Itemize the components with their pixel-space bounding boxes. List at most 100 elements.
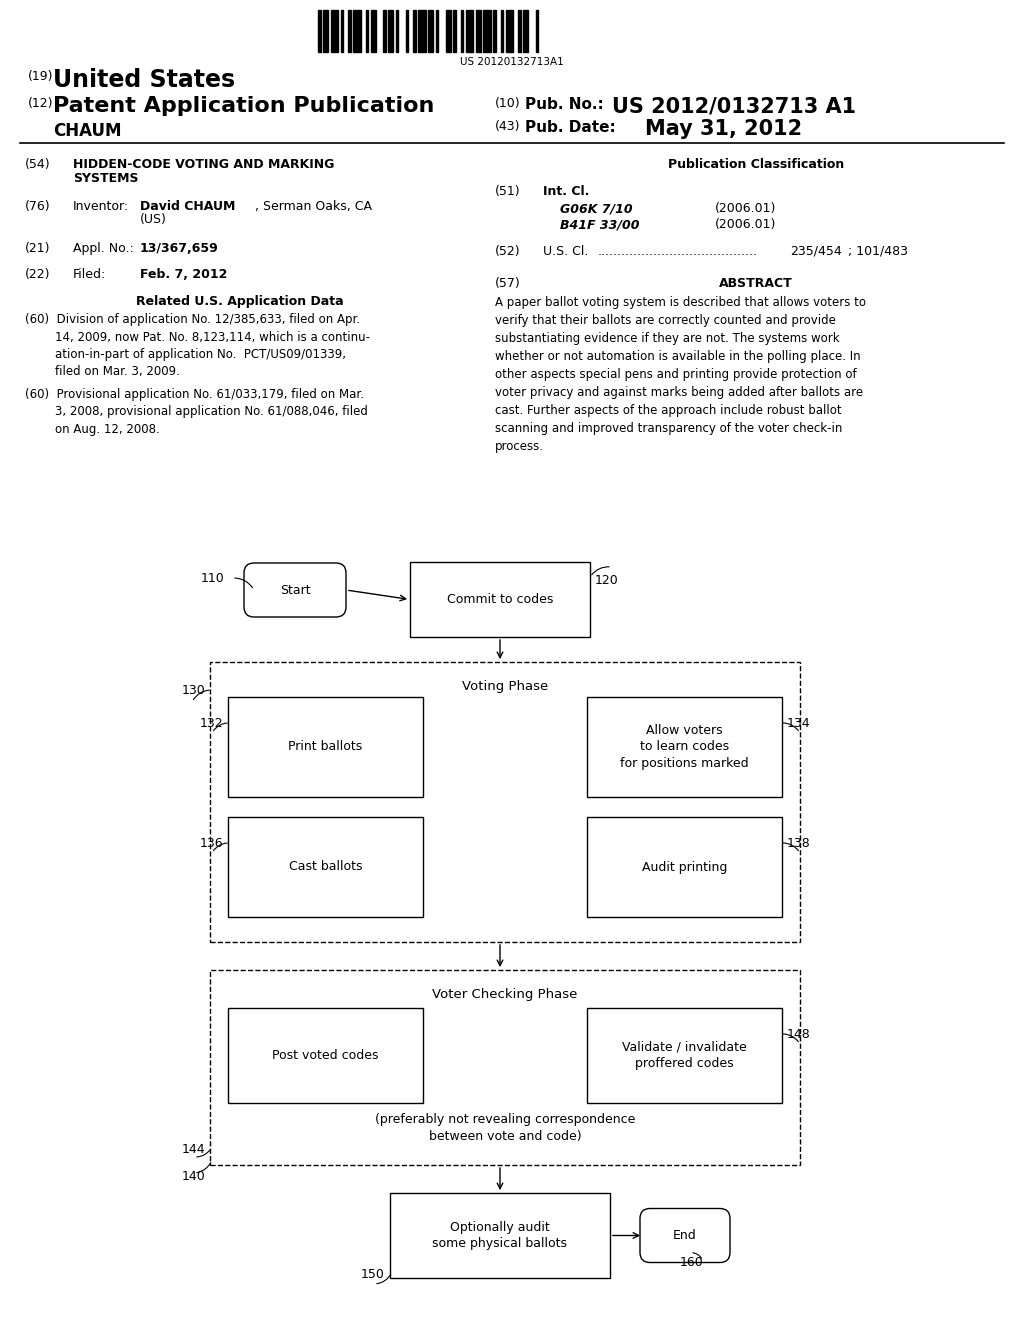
Bar (461, 11, 463, 51)
Bar (323, 11, 328, 51)
Text: Validate / invalidate
proffered codes: Validate / invalidate proffered codes (623, 1040, 746, 1071)
Text: Inventor:: Inventor: (73, 201, 129, 213)
Text: (54): (54) (25, 158, 50, 172)
Text: Publication Classification: Publication Classification (668, 158, 844, 172)
Text: United States: United States (53, 69, 236, 92)
Bar (228, 817, 423, 917)
Bar (466, 11, 473, 51)
Text: 140: 140 (181, 1170, 205, 1183)
Text: 132: 132 (200, 717, 223, 730)
Bar (475, 11, 480, 51)
Text: Start: Start (280, 583, 310, 597)
Text: 144: 144 (181, 1143, 205, 1156)
Text: B41F 33/00: B41F 33/00 (560, 218, 640, 231)
Text: US 2012/0132713 A1: US 2012/0132713 A1 (612, 96, 856, 116)
Text: (51): (51) (495, 185, 520, 198)
Text: CHAUM: CHAUM (53, 121, 122, 140)
Text: G06K 7/10: G06K 7/10 (560, 202, 633, 215)
Text: , Serman Oaks, CA: , Serman Oaks, CA (255, 201, 372, 213)
Text: Allow voters
to learn codes
for positions marked: Allow voters to learn codes for position… (621, 723, 749, 771)
Bar (483, 11, 490, 51)
Bar (435, 11, 438, 51)
Bar (228, 697, 423, 797)
Text: End: End (673, 1229, 697, 1242)
Bar (383, 11, 385, 51)
Text: Int. Cl.: Int. Cl. (543, 185, 590, 198)
Bar (388, 11, 393, 51)
Text: David CHAUM: David CHAUM (140, 201, 236, 213)
Text: 134: 134 (787, 717, 811, 730)
Bar (506, 11, 513, 51)
Text: Voter Checking Phase: Voter Checking Phase (432, 987, 578, 1001)
Text: Related U.S. Application Data: Related U.S. Application Data (136, 294, 344, 308)
Bar (587, 697, 782, 797)
Bar (390, 1193, 610, 1278)
Bar (318, 11, 321, 51)
Bar (331, 11, 338, 51)
Text: Post voted codes: Post voted codes (272, 1049, 379, 1063)
Text: (12): (12) (28, 96, 53, 110)
Bar (418, 11, 426, 51)
Text: Pub. No.:: Pub. No.: (525, 96, 604, 112)
Text: Appl. No.:: Appl. No.: (73, 242, 134, 255)
Text: Print ballots: Print ballots (289, 741, 362, 754)
Bar (428, 11, 433, 51)
Bar (501, 11, 503, 51)
Text: (19): (19) (28, 70, 53, 83)
Text: Patent Application Publication: Patent Application Publication (53, 96, 434, 116)
Bar (366, 11, 368, 51)
Text: ........................................: ........................................ (598, 246, 758, 257)
Text: U.S. Cl.: U.S. Cl. (543, 246, 589, 257)
Text: Cast ballots: Cast ballots (289, 861, 362, 874)
Bar (410, 562, 590, 638)
FancyBboxPatch shape (244, 564, 346, 616)
Bar (406, 11, 408, 51)
Text: (preferably not revealing correspondence
between vote and code): (preferably not revealing correspondence… (375, 1113, 635, 1143)
Bar (341, 11, 343, 51)
Text: Commit to codes: Commit to codes (446, 593, 553, 606)
Text: 235/454: 235/454 (790, 246, 842, 257)
Text: 138: 138 (787, 837, 811, 850)
Text: ; 101/483: ; 101/483 (848, 246, 908, 257)
Text: Audit printing: Audit printing (642, 861, 727, 874)
Text: Pub. Date:: Pub. Date: (525, 120, 615, 135)
Text: 148: 148 (787, 1028, 811, 1041)
Text: (2006.01): (2006.01) (715, 218, 776, 231)
Text: HIDDEN-CODE VOTING AND MARKING: HIDDEN-CODE VOTING AND MARKING (73, 158, 335, 172)
Text: (21): (21) (25, 242, 50, 255)
Bar (493, 11, 496, 51)
Text: (US): (US) (140, 213, 167, 226)
Text: May 31, 2012: May 31, 2012 (645, 119, 802, 139)
Bar (587, 1008, 782, 1104)
Text: Filed:: Filed: (73, 268, 106, 281)
Text: 120: 120 (595, 574, 618, 587)
Text: A paper ballot voting system is described that allows voters to
verify that thei: A paper ballot voting system is describe… (495, 296, 866, 453)
Text: 160: 160 (680, 1257, 703, 1270)
Text: 150: 150 (361, 1269, 385, 1280)
Bar (228, 1008, 423, 1104)
Text: Feb. 7, 2012: Feb. 7, 2012 (140, 268, 227, 281)
Text: 13/367,659: 13/367,659 (140, 242, 219, 255)
Text: (2006.01): (2006.01) (715, 202, 776, 215)
Bar (523, 11, 528, 51)
Bar (210, 970, 800, 1166)
Text: (60)  Division of application No. 12/385,633, filed on Apr.
        14, 2009, no: (60) Division of application No. 12/385,… (25, 313, 370, 379)
Text: 130: 130 (181, 684, 205, 697)
Bar (353, 11, 360, 51)
Text: (60)  Provisional application No. 61/033,179, filed on Mar.
        3, 2008, pro: (60) Provisional application No. 61/033,… (25, 388, 368, 436)
Text: (76): (76) (25, 201, 50, 213)
Text: (10): (10) (495, 96, 520, 110)
Text: 136: 136 (200, 837, 223, 850)
Text: (57): (57) (495, 277, 521, 290)
Bar (445, 11, 451, 51)
Text: US 20120132713A1: US 20120132713A1 (460, 57, 564, 67)
Bar (413, 11, 416, 51)
Text: Optionally audit
some physical ballots: Optionally audit some physical ballots (432, 1221, 567, 1250)
Bar (395, 11, 398, 51)
Bar (453, 11, 456, 51)
Bar (518, 11, 520, 51)
Text: (43): (43) (495, 120, 520, 133)
Text: (52): (52) (495, 246, 520, 257)
Text: Voting Phase: Voting Phase (462, 680, 548, 693)
FancyBboxPatch shape (640, 1209, 730, 1262)
